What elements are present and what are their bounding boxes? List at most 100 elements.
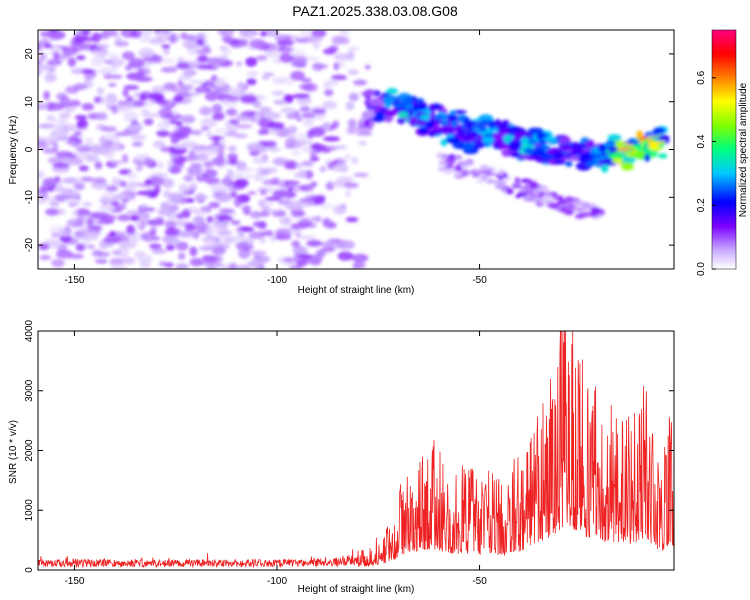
signal-blob: [456, 165, 462, 171]
noise-blob: [217, 230, 233, 236]
noise-blob: [63, 198, 82, 204]
noise-blob: [53, 187, 69, 193]
signal-blob: [428, 104, 437, 112]
noise-blob: [77, 146, 93, 153]
noise-blob: [161, 117, 171, 128]
noise-blob: [38, 199, 47, 205]
noise-blob: [295, 140, 305, 148]
noise-blob: [108, 57, 125, 68]
noise-blob: [129, 236, 140, 245]
noise-blob: [337, 251, 354, 261]
noise-blob: [74, 208, 91, 217]
noise-blob: [214, 127, 229, 135]
signal-blob: [615, 140, 623, 149]
noise-blob: [292, 93, 311, 99]
noise-blob: [322, 136, 341, 142]
noise-blob: [211, 216, 219, 224]
noise-blob: [333, 52, 351, 61]
signal-blob: [363, 119, 371, 127]
noise-blob: [322, 217, 332, 228]
signal-blob: [601, 164, 609, 173]
noise-blob: [178, 252, 186, 260]
noise-blob: [269, 234, 277, 242]
noise-blob: [225, 108, 238, 117]
noise-blob: [218, 208, 235, 214]
noise-blob: [333, 62, 340, 71]
signal-blob: [520, 178, 532, 184]
noise-blob: [319, 241, 338, 247]
signal-blob: [565, 161, 573, 167]
noise-blob: [259, 237, 267, 245]
noise-blob: [40, 184, 49, 193]
noise-blob: [156, 31, 165, 39]
noise-blob: [275, 228, 291, 238]
noise-blob: [164, 113, 182, 120]
noise-blob: [353, 79, 367, 86]
noise-blob: [99, 214, 117, 221]
y-tick-label: 0: [24, 146, 35, 152]
noise-blob: [82, 201, 93, 207]
noise-blob: [90, 56, 104, 67]
noise-blob: [333, 164, 349, 173]
noise-blob: [43, 43, 53, 49]
noise-blob: [137, 68, 145, 79]
noise-blob: [220, 47, 232, 56]
noise-blob: [321, 145, 338, 151]
noise-blob: [215, 194, 232, 203]
noise-blob: [263, 72, 275, 77]
noise-blob: [75, 243, 86, 252]
noise-blob: [66, 219, 82, 227]
noise-blob: [296, 132, 307, 142]
signal-blob: [444, 157, 456, 164]
y-tick-label: 20: [24, 48, 35, 60]
noise-blob: [131, 141, 144, 147]
noise-blob: [109, 257, 124, 267]
noise-blob: [91, 32, 102, 43]
figure-title: PAZ1.2025.338.03.08.G08: [292, 3, 458, 19]
noise-blob: [39, 53, 47, 62]
noise-blob: [189, 246, 198, 257]
signal-blob: [382, 95, 395, 105]
noise-blob: [180, 195, 188, 205]
x-tick-label: -50: [472, 275, 487, 286]
noise-blob: [175, 122, 183, 127]
snr-line: [38, 331, 674, 569]
noise-blob: [264, 49, 280, 58]
noise-blob: [310, 144, 326, 151]
noise-blob: [85, 137, 94, 146]
noise-blob: [206, 224, 221, 235]
noise-blob: [70, 209, 79, 217]
noise-blob: [172, 110, 178, 116]
noise-blob: [230, 118, 240, 126]
signal-blob: [619, 156, 636, 165]
signal-blob: [482, 136, 495, 144]
signal-blob: [523, 147, 535, 154]
noise-blob: [344, 182, 359, 189]
signal-blob: [568, 204, 576, 211]
signal-blob: [469, 170, 476, 174]
signal-blob: [438, 126, 455, 135]
noise-blob: [169, 33, 177, 44]
noise-blob: [284, 260, 296, 266]
signal-blob: [658, 134, 670, 142]
noise-blob: [343, 153, 353, 162]
signal-blob: [644, 153, 651, 162]
noise-blob: [334, 145, 348, 150]
noise-blob: [264, 111, 282, 120]
noise-blob: [187, 49, 199, 56]
noise-blob: [299, 235, 316, 240]
noise-blob: [178, 183, 188, 190]
noise-blob: [220, 55, 229, 60]
noise-blob: [181, 208, 191, 219]
noise-blob: [178, 230, 194, 238]
noise-blob: [84, 153, 98, 163]
y-tick-label: 10: [24, 96, 35, 108]
signal-blob: [479, 164, 489, 171]
noise-blob: [45, 208, 59, 216]
noise-blob: [169, 167, 181, 174]
noise-blob: [183, 174, 194, 182]
noise-blob: [50, 201, 60, 207]
noise-blob: [126, 124, 143, 132]
noise-blob: [273, 99, 288, 105]
noise-blob: [231, 173, 245, 178]
